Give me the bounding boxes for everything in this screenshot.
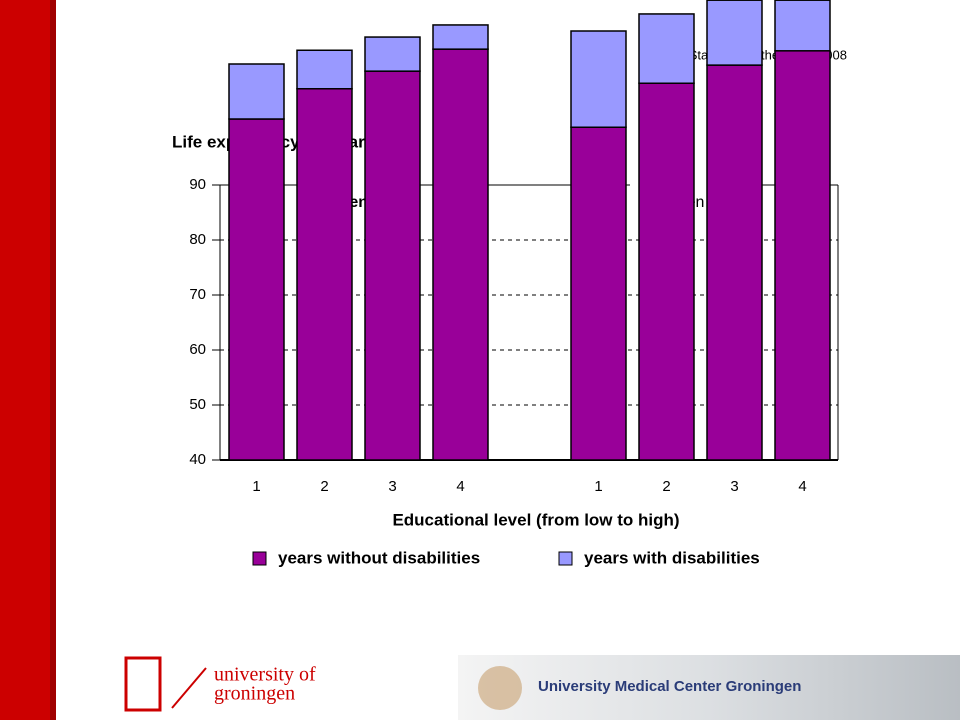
y-tick-label: 90 — [189, 176, 206, 193]
y-tick-label: 40 — [189, 451, 206, 468]
x-tick-label: 2 — [320, 478, 328, 495]
x-tick-label: 3 — [730, 478, 738, 495]
bar-segment — [296, 88, 353, 461]
x-tick-label: 1 — [252, 478, 260, 495]
logo-slash — [171, 667, 207, 709]
umcg-icon — [478, 666, 522, 710]
y-tick-label: 60 — [189, 341, 206, 358]
y-tick-label: 50 — [189, 396, 206, 413]
bar-segment — [364, 70, 421, 461]
bar-segment — [774, 0, 831, 52]
bar-segment — [570, 30, 627, 128]
bar-segment — [706, 0, 763, 66]
bar-segment — [432, 24, 489, 50]
y-tick-label: 70 — [189, 286, 206, 303]
logo-text: university of — [214, 664, 316, 686]
x-axis-label: Educational level (from low to high) — [392, 510, 679, 529]
logo-text: groningen — [214, 683, 295, 705]
bar-segment — [570, 126, 627, 461]
bar-segment — [432, 48, 489, 461]
umcg-text: University Medical Center Groningen — [538, 678, 801, 695]
x-tick-label: 4 — [798, 478, 806, 495]
bar-segment — [228, 63, 285, 120]
x-tick-label: 2 — [662, 478, 670, 495]
y-tick-label: 80 — [189, 231, 206, 248]
bar-segment — [364, 36, 421, 72]
bar-segment — [774, 50, 831, 461]
bar-segment — [638, 13, 695, 85]
bar-segment — [228, 118, 285, 461]
legend-swatch — [252, 551, 267, 566]
legend-label: years with disabilities — [584, 548, 760, 567]
x-tick-label: 1 — [594, 478, 602, 495]
side-strip — [0, 0, 56, 720]
x-tick-label: 3 — [388, 478, 396, 495]
bar-segment — [706, 64, 763, 461]
bar-segment — [638, 82, 695, 461]
crest — [124, 656, 162, 712]
bar-segment — [296, 49, 353, 90]
legend-label: years without disabilities — [278, 548, 480, 567]
x-tick-label: 4 — [456, 478, 464, 495]
legend-swatch — [558, 551, 573, 566]
side-strip-edge — [50, 0, 56, 720]
umcg-banner — [458, 655, 960, 720]
